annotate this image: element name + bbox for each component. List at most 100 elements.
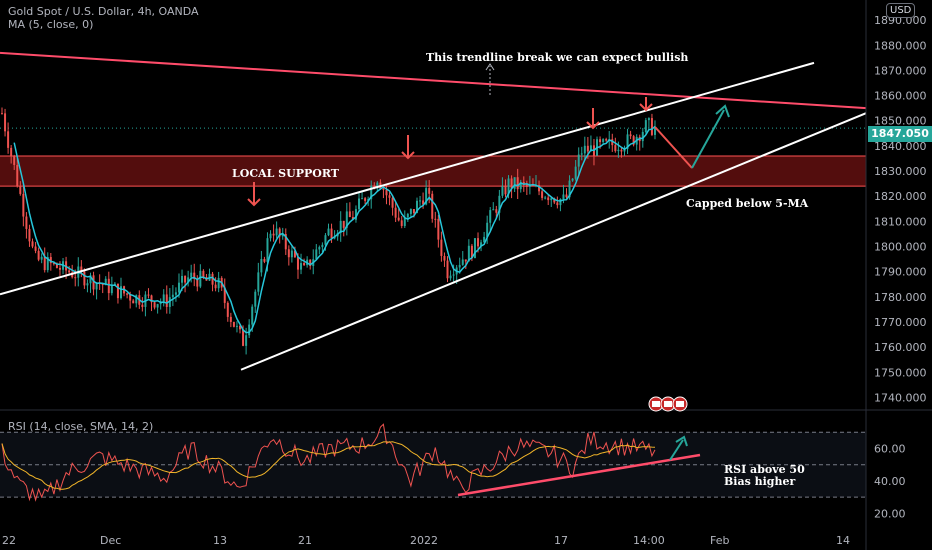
price-tick-label: 1760.000 — [874, 341, 927, 354]
price-tick-label: 1800.000 — [874, 241, 927, 254]
candle-body — [382, 188, 385, 190]
candle-body — [46, 257, 49, 271]
candle-body — [467, 245, 470, 262]
candle-body — [525, 183, 528, 187]
candle-body — [443, 255, 446, 261]
ma-line — [13, 125, 656, 334]
candle-body — [257, 272, 260, 292]
time-tick-label: Feb — [710, 534, 729, 547]
candle-body — [83, 271, 86, 286]
rsi-up-arrowhead — [675, 435, 688, 447]
time-tick-label: 17 — [554, 534, 568, 547]
candle-body — [431, 193, 434, 219]
candle-body — [348, 211, 351, 218]
candle-body — [235, 325, 238, 327]
candle-body — [254, 291, 257, 307]
candle-body — [574, 166, 577, 179]
candle-body — [510, 178, 513, 189]
candle-body — [464, 259, 467, 262]
candle-body — [391, 197, 394, 208]
time-tick-label: 21 — [298, 534, 312, 547]
candle-body — [303, 263, 306, 266]
candle-body — [37, 250, 40, 260]
candle-body — [28, 228, 31, 242]
candle-body — [260, 259, 263, 273]
candle-body — [361, 198, 364, 200]
candle-body — [181, 275, 184, 283]
candle-body — [116, 283, 119, 299]
candle-body — [22, 193, 25, 217]
candle-body — [132, 300, 135, 304]
candle-body — [498, 195, 501, 213]
candle-body — [74, 277, 77, 279]
candle-body — [95, 283, 98, 290]
candle-body — [437, 218, 440, 240]
candle-body — [394, 207, 397, 218]
candle-body — [174, 292, 177, 295]
candle-body — [519, 181, 522, 190]
candle-body — [345, 211, 348, 228]
candle-body — [55, 263, 58, 268]
candle-body — [275, 228, 278, 236]
candle-body — [327, 228, 330, 236]
candle-body — [1, 113, 3, 115]
annotation-rsi-above-50: RSI above 50 — [724, 463, 805, 476]
annotation-capped: Capped below 5-MA — [686, 197, 809, 210]
candle-body — [272, 233, 275, 236]
candle-body — [547, 197, 550, 201]
candle-body — [504, 186, 507, 195]
candle-body — [49, 257, 52, 264]
candle-body — [354, 209, 357, 220]
projection-up-arrowhead — [715, 104, 730, 118]
candle-body — [342, 220, 345, 228]
candle-body — [89, 275, 92, 284]
candle-body — [107, 278, 110, 294]
candle-body — [434, 218, 437, 220]
candle-body — [68, 270, 71, 273]
candle-body — [199, 270, 202, 287]
rsi-support-trendline — [457, 453, 701, 497]
candle-body — [641, 132, 644, 142]
candle-body — [440, 239, 443, 256]
candle-body — [406, 213, 409, 218]
candle-body — [388, 195, 391, 198]
event-flags-icon[interactable] — [648, 396, 688, 412]
candle-body — [586, 145, 589, 152]
ma-legend: MA (5, close, 0) — [8, 18, 94, 31]
rsi-up-arrow — [669, 439, 684, 461]
candle-body — [492, 209, 495, 211]
rsi-tick-label: 60.00 — [874, 442, 906, 455]
time-tick-label: 13 — [213, 534, 227, 547]
candle-body — [458, 264, 461, 268]
candle-body — [470, 245, 473, 259]
channel-upper-line — [0, 61, 815, 296]
candle-body — [364, 198, 367, 201]
currency-button[interactable]: USD — [886, 3, 916, 18]
candle-body — [58, 267, 61, 270]
candle-body — [489, 210, 492, 223]
candle-body — [461, 259, 464, 265]
candle-body — [571, 178, 574, 181]
candle-body — [428, 188, 431, 194]
candle-body — [214, 284, 217, 289]
candle-body — [376, 182, 379, 189]
candle-body — [226, 302, 229, 317]
candle-body — [541, 191, 544, 198]
candle-body — [403, 217, 406, 226]
candle-body — [400, 220, 403, 226]
projection-up-leg — [691, 109, 725, 169]
candle-body — [110, 285, 113, 294]
rsi-line — [1, 423, 656, 502]
candle-body — [193, 272, 196, 279]
candle-body — [171, 294, 174, 298]
candle-body — [321, 244, 324, 248]
candle-body — [452, 274, 455, 276]
candle-body — [632, 136, 635, 145]
candle-body — [577, 154, 580, 167]
candle-body — [153, 302, 156, 308]
candle-body — [19, 186, 22, 194]
candle-body — [556, 202, 559, 206]
candle-body — [86, 283, 89, 286]
